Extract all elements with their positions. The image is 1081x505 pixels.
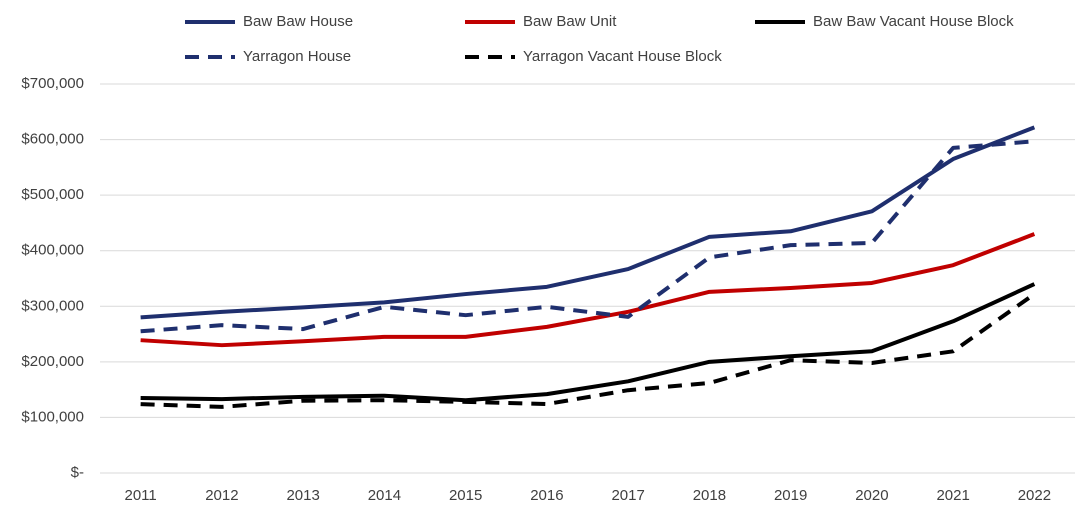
series-line bbox=[140, 139, 1035, 334]
legend-label: Yarragon House bbox=[243, 48, 351, 65]
series-line bbox=[140, 232, 1036, 348]
x-tick-label: 2018 bbox=[693, 487, 726, 504]
y-tick-label: $100,000 bbox=[21, 408, 84, 425]
y-tick-label: $400,000 bbox=[21, 242, 84, 259]
series-line bbox=[140, 292, 1036, 409]
x-tick-label: 2014 bbox=[368, 487, 401, 504]
legend-label: Baw Baw Unit bbox=[523, 13, 617, 30]
x-tick-label: 2021 bbox=[936, 487, 969, 504]
series-line bbox=[140, 125, 1036, 320]
x-tick-label: 2015 bbox=[449, 487, 482, 504]
y-tick-label: $- bbox=[71, 464, 84, 481]
y-tick-label: $300,000 bbox=[21, 297, 84, 314]
x-tick-label: 2019 bbox=[774, 487, 807, 504]
x-tick-label: 2011 bbox=[124, 487, 156, 504]
x-tick-label: 2017 bbox=[611, 487, 644, 504]
legend-label: Yarragon Vacant House Block bbox=[523, 48, 722, 65]
y-tick-label: $600,000 bbox=[21, 131, 84, 148]
x-tick-label: 2013 bbox=[286, 487, 319, 504]
y-tick-label: $700,000 bbox=[21, 75, 84, 92]
y-tick-label: $200,000 bbox=[21, 353, 84, 370]
series-line bbox=[140, 282, 1036, 403]
legend-label: Baw Baw House bbox=[243, 13, 353, 30]
x-tick-label: 2012 bbox=[205, 487, 238, 504]
legend-label: Baw Baw Vacant House Block bbox=[813, 13, 1014, 30]
x-tick-label: 2020 bbox=[855, 487, 888, 504]
x-tick-label: 2016 bbox=[530, 487, 563, 504]
x-tick-label: 2022 bbox=[1018, 487, 1051, 504]
y-tick-label: $500,000 bbox=[21, 186, 84, 203]
